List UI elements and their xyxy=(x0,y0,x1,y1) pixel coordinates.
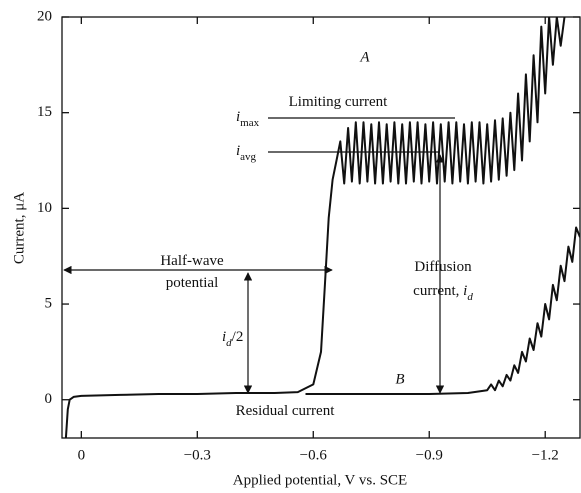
annotation-part: current, xyxy=(413,283,463,299)
x-axis-label: Applied potential, V vs. SCE xyxy=(233,472,407,488)
y-tick-label: 20 xyxy=(37,8,52,24)
annotation: potential xyxy=(166,275,219,291)
curve-label: B xyxy=(395,371,404,387)
annotation-part: Half-wave xyxy=(160,253,224,269)
annotation: Diffusion xyxy=(414,259,472,275)
annotation: Limiting current xyxy=(289,94,389,110)
annotation: iavg xyxy=(236,143,257,162)
y-tick-label: 5 xyxy=(45,295,53,311)
y-tick-label: 15 xyxy=(37,104,52,120)
plot-frame xyxy=(61,16,581,439)
annotation-part: d xyxy=(467,291,473,303)
annotation-part: Limiting current xyxy=(289,94,389,110)
annotation-part: max xyxy=(240,117,259,129)
x-tick-label: −0.6 xyxy=(300,447,328,463)
annotation-part: d xyxy=(226,337,232,349)
annotation-part: Diffusion xyxy=(414,259,472,275)
annotation-part: Residual current xyxy=(236,403,336,419)
x-tick-label: 0 xyxy=(78,447,86,463)
curve-label: A xyxy=(359,49,370,65)
x-tick-label: −0.3 xyxy=(184,447,211,463)
annotation-part: i xyxy=(236,143,240,159)
data-line xyxy=(305,226,580,395)
y-tick-label: 0 xyxy=(45,391,53,407)
annotation-part: i xyxy=(236,109,240,125)
annotation-part: i xyxy=(222,329,226,345)
y-axis-label: Current, μA xyxy=(11,192,27,264)
annotation: current, id xyxy=(413,283,473,302)
annotation: Residual current xyxy=(236,403,336,419)
data-line xyxy=(64,17,566,438)
annotation-part: /2 xyxy=(232,329,244,345)
annotation-part: potential xyxy=(166,275,219,291)
annotation-part: avg xyxy=(240,151,256,163)
annotation: id/2 xyxy=(222,329,243,348)
x-tick-label: −0.9 xyxy=(416,447,443,463)
annotation: Half-wave xyxy=(160,253,224,269)
x-tick-label: −1.2 xyxy=(532,447,559,463)
annotation: imax xyxy=(236,109,260,128)
y-tick-label: 10 xyxy=(37,200,52,216)
annotation-part: i xyxy=(463,283,467,299)
